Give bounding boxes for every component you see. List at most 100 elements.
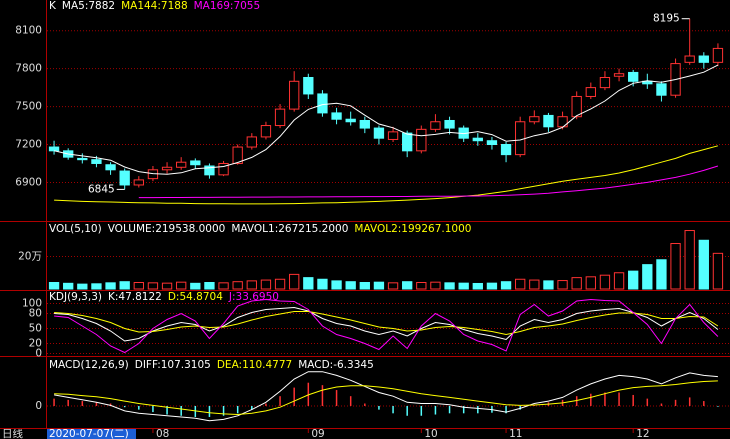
panel-header: KDJ(9,3,3) bbox=[49, 291, 102, 303]
volume-bar bbox=[190, 282, 201, 290]
panel-header: MACD:-6.3345 bbox=[298, 359, 374, 371]
x-tick-label: 08 bbox=[156, 428, 169, 439]
volume-bar bbox=[218, 282, 229, 290]
volume-bar bbox=[712, 252, 724, 290]
volume-bar bbox=[599, 274, 611, 290]
candle-body bbox=[359, 119, 370, 129]
candle-body bbox=[543, 114, 554, 128]
x-tick-label: 09 bbox=[311, 428, 324, 439]
candle-body bbox=[317, 93, 328, 114]
volume-bar bbox=[613, 272, 625, 290]
candle-body bbox=[684, 55, 695, 63]
volume-bar bbox=[232, 281, 243, 290]
volume-bar bbox=[246, 280, 257, 290]
candle-body bbox=[472, 137, 483, 142]
low-label: 6845 bbox=[88, 183, 115, 195]
y-tick-label: 0 bbox=[35, 400, 42, 412]
volume-bar bbox=[557, 280, 568, 290]
volume-bar bbox=[317, 278, 328, 290]
volume-bar bbox=[416, 282, 427, 290]
y-tick-label: 80 bbox=[29, 308, 42, 320]
candle-body bbox=[91, 159, 102, 164]
indicator-line bbox=[54, 371, 718, 422]
candle-body bbox=[331, 112, 342, 120]
candle-body bbox=[303, 77, 314, 95]
volume-bar bbox=[77, 283, 88, 290]
x-tick-label: 10 bbox=[424, 428, 437, 439]
panel-header: J:33.6950 bbox=[228, 291, 279, 303]
y-tick-label: 6900 bbox=[15, 176, 42, 188]
panel-header: MA169:7055 bbox=[194, 0, 261, 12]
panel-header: VOLUME:219538.0000 bbox=[108, 223, 226, 235]
panel-header: K bbox=[49, 0, 57, 12]
indicator-line bbox=[54, 380, 718, 416]
panel-header: DIFF:107.3105 bbox=[135, 359, 211, 371]
candle-body bbox=[345, 118, 356, 123]
panel-header: K:47.8122 bbox=[108, 291, 162, 303]
candle-body bbox=[373, 127, 385, 139]
candle-body bbox=[515, 121, 526, 156]
candle-body bbox=[585, 87, 596, 97]
volume-bar bbox=[133, 282, 144, 290]
panel-header: MA5:7882 bbox=[62, 0, 115, 12]
volume-bar bbox=[486, 282, 498, 290]
candle-body bbox=[274, 108, 286, 127]
volume-bar bbox=[500, 281, 512, 290]
volume-bar bbox=[289, 273, 300, 290]
candle-body bbox=[105, 164, 116, 171]
panel-header: MAVOL2:199267.1000 bbox=[354, 223, 471, 235]
candle-body bbox=[599, 77, 611, 89]
indicator-line bbox=[53, 64, 719, 175]
volume-bar bbox=[543, 280, 554, 290]
volume-bar bbox=[63, 282, 74, 290]
volume-bar bbox=[684, 230, 695, 290]
volume-bar bbox=[274, 278, 286, 290]
volume-bar bbox=[176, 281, 187, 290]
candle-body bbox=[628, 71, 639, 82]
volume-bar bbox=[529, 279, 540, 290]
candle-body bbox=[246, 136, 257, 148]
volume-bar bbox=[147, 282, 159, 290]
volume-bar bbox=[670, 243, 681, 290]
indicator-line bbox=[54, 145, 719, 205]
candle-body bbox=[48, 146, 60, 152]
candle-body bbox=[444, 119, 455, 129]
indicator-line bbox=[138, 165, 719, 199]
volume-bar bbox=[260, 279, 272, 290]
volume-bar bbox=[458, 282, 469, 290]
y-tick-label: 20万 bbox=[18, 251, 42, 263]
volume-bar bbox=[698, 239, 709, 290]
volume-bar bbox=[48, 282, 60, 290]
volume-bar bbox=[656, 259, 667, 290]
volume-bar bbox=[204, 282, 215, 290]
candle-body bbox=[529, 116, 540, 123]
volume-bar bbox=[515, 278, 526, 290]
volume-bar bbox=[303, 277, 314, 290]
candle-body bbox=[232, 146, 243, 164]
candle-body bbox=[218, 162, 229, 176]
candle-body bbox=[571, 95, 582, 118]
volume-bar bbox=[359, 282, 370, 290]
cursor-date: 2020-07-07(二) bbox=[49, 428, 129, 439]
volume-bar bbox=[642, 264, 653, 290]
panel-header: MAVOL1:267215.2000 bbox=[231, 223, 348, 235]
volume-bar bbox=[402, 281, 413, 290]
indicator-line bbox=[54, 298, 719, 354]
candle-body bbox=[204, 165, 215, 176]
volume-bar bbox=[345, 281, 356, 290]
candle-body bbox=[119, 170, 130, 186]
y-tick-label: 20 bbox=[29, 338, 42, 350]
y-tick-label: 100 bbox=[22, 298, 42, 310]
candle-body bbox=[176, 161, 187, 168]
candle-body bbox=[77, 157, 88, 161]
y-tick-label: 7500 bbox=[15, 101, 42, 113]
candle-body bbox=[430, 121, 441, 130]
panel-header: D:54.8704 bbox=[168, 291, 223, 303]
volume-bar bbox=[91, 283, 102, 290]
y-tick-label: 7200 bbox=[15, 139, 42, 151]
candle-body bbox=[402, 132, 413, 152]
candle-body bbox=[712, 47, 724, 63]
volume-bar bbox=[105, 282, 116, 290]
candle-body bbox=[416, 128, 427, 152]
